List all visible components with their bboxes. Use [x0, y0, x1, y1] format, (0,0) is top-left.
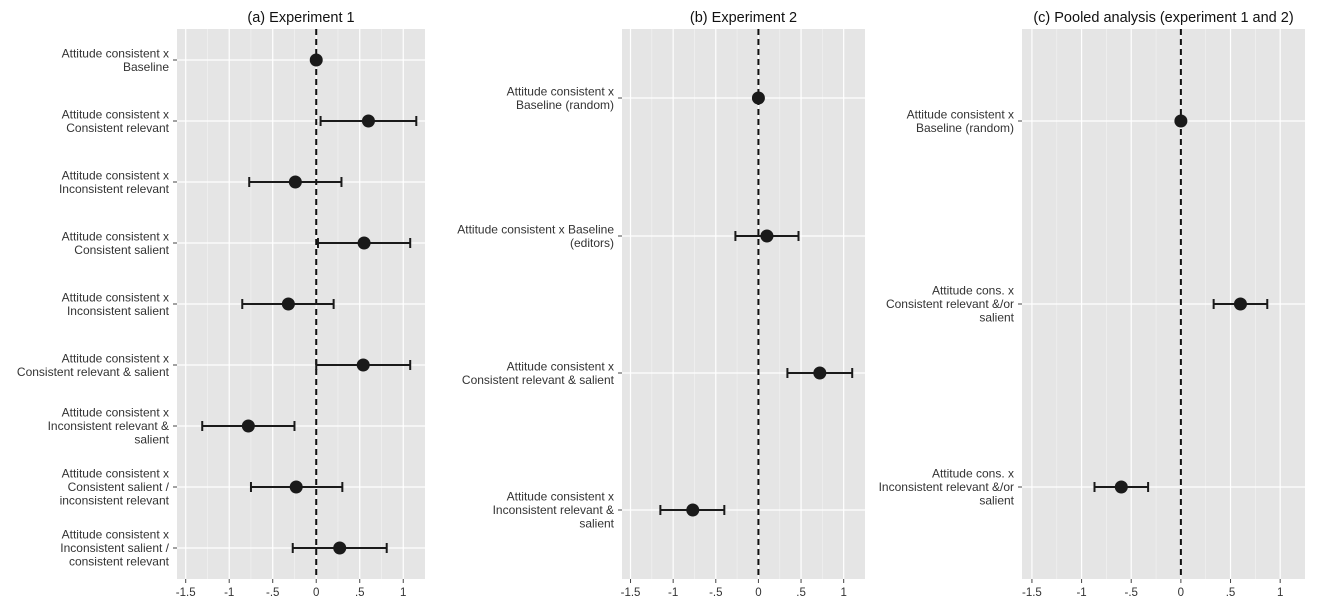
estimate-point: [289, 480, 303, 494]
category-label-line: Attitude consistent x: [507, 84, 614, 98]
category-label-line: Consistent relevant: [66, 121, 169, 135]
x-tick-label: -1.5: [621, 587, 641, 599]
estimate-point: [361, 114, 375, 128]
panel-title: (a) Experiment 1: [247, 10, 354, 26]
category-label-line: Attitude consistent x: [62, 351, 169, 365]
x-tick-label: -1: [668, 587, 678, 599]
category-label: Attitude consistent x Inconsistent releva…: [493, 490, 615, 531]
category-label: Attitude consistent x Inconsistent releva…: [48, 406, 170, 447]
estimate-point: [813, 366, 827, 380]
category-label: Attitude consistent x Inconsistent releva…: [59, 168, 170, 196]
x-tick-label: 0: [755, 587, 761, 599]
category-label-line: Inconsistent relevant &: [493, 503, 614, 517]
x-tick-label: 1: [840, 587, 846, 599]
category-label: Attitude cons. x Inconsistent relevant &/…: [879, 467, 1015, 508]
x-tick-label: -.5: [266, 587, 279, 599]
category-label-line: Attitude cons. x: [932, 467, 1014, 481]
category-label-line: Attitude consistent x: [62, 46, 169, 60]
category-label: Attitude consistent x Baseline: [62, 46, 170, 74]
category-label-line: Attitude consistent x: [62, 406, 169, 420]
x-tick-label: .5: [355, 587, 365, 599]
category-label-line: Inconsistent relevant &: [48, 419, 169, 433]
x-tick-label: 1: [400, 587, 406, 599]
estimate-point: [357, 236, 371, 250]
category-label-line: Attitude consistent x: [507, 490, 614, 504]
category-label-line: salient: [979, 494, 1014, 508]
category-label-line: Attitude consistent x: [62, 229, 169, 243]
category-label-line: Inconsistent salient /: [60, 541, 169, 555]
x-tick-label: 0: [313, 587, 319, 599]
category-label-line: consistent relevant: [69, 555, 170, 569]
estimate-point: [760, 229, 774, 243]
category-label: Attitude consistent x Consistent salient …: [60, 467, 170, 508]
x-tick-label: -1.5: [1022, 587, 1042, 599]
category-label-line: Attitude consistent x: [507, 359, 614, 373]
category-label: Attitude consistent x Baseline (editors): [457, 222, 614, 250]
estimate-point: [686, 503, 700, 517]
category-label: Attitude consistent x Baseline (random): [907, 107, 1014, 135]
category-label: Attitude consistent x Inconsistent salien…: [60, 528, 169, 569]
category-label: Attitude consistent x Consistent relevant: [62, 107, 170, 135]
category-label-line: Attitude consistent x: [62, 528, 169, 542]
category-label-line: Baseline (random): [916, 121, 1014, 135]
category-label-line: Attitude cons. x: [932, 284, 1014, 298]
category-label-line: salient: [979, 311, 1014, 325]
category-label: Attitude consistent x Baseline (random): [507, 84, 614, 112]
category-label: Attitude consistent x Consistent relevant…: [462, 359, 615, 387]
category-label-line: (editors): [570, 236, 614, 250]
category-label-line: Baseline (random): [516, 98, 614, 112]
category-label-line: Inconsistent relevant: [59, 182, 170, 196]
x-tick-label: .5: [1226, 587, 1236, 599]
estimate-point: [1233, 297, 1247, 311]
category-label-line: salient: [579, 517, 614, 531]
estimate-point: [281, 297, 295, 311]
panel-title: (b) Experiment 2: [690, 10, 797, 26]
category-label-line: Consistent relevant & salient: [462, 373, 615, 387]
x-tick-label: -.5: [1125, 587, 1138, 599]
category-label-line: Attitude consistent x: [62, 467, 169, 481]
category-label-line: Attitude consistent x: [62, 290, 169, 304]
category-label-line: salient: [134, 433, 169, 447]
estimate-point: [1114, 480, 1128, 494]
category-label-line: Inconsistent relevant &/or: [879, 480, 1014, 494]
plot-background: [622, 29, 865, 579]
category-label-line: Attitude consistent x Baseline: [457, 222, 614, 236]
category-label-line: Attitude consistent x: [62, 168, 169, 182]
estimate-point: [333, 541, 347, 555]
category-label: Attitude consistent x Consistent salient: [62, 229, 170, 257]
panel-title: (c) Pooled analysis (experiment 1 and 2): [1033, 10, 1293, 26]
category-label-line: Attitude consistent x: [907, 107, 1014, 121]
category-label-line: Consistent relevant &/or: [886, 297, 1014, 311]
category-label: Attitude consistent x Inconsistent salien…: [62, 290, 170, 318]
panel-3: (c) Pooled analysis (experiment 1 and 2)…: [879, 10, 1305, 599]
x-tick-label: .5: [796, 587, 806, 599]
panel-1: (a) Experiment 1 -1.5 -1 -.5 0 .5 1 Attitude co…: [17, 10, 425, 599]
x-tick-label: -1: [1076, 587, 1086, 599]
category-label: Attitude cons. x Consistent relevant &/or…: [886, 284, 1015, 325]
category-label-line: Consistent relevant & salient: [17, 365, 170, 379]
x-tick-label: 0: [1178, 587, 1184, 599]
category-label-line: inconsistent relevant: [60, 494, 170, 508]
x-tick-label: -1: [224, 587, 234, 599]
estimate-point: [1174, 114, 1188, 128]
panel-2: (b) Experiment 2 -1.5 -1 -.5 0 .5 1 Attitude co…: [457, 10, 865, 599]
category-label: Attitude consistent x Consistent relevant…: [17, 351, 170, 379]
x-tick-label: -1.5: [176, 587, 196, 599]
category-label-line: Inconsistent salient: [67, 304, 170, 318]
category-label-line: Attitude consistent x: [62, 107, 169, 121]
category-label-line: Consistent salient /: [68, 480, 170, 494]
estimate-point: [356, 358, 370, 372]
estimate-point: [309, 53, 323, 67]
estimate-point: [241, 419, 255, 433]
x-tick-label: 1: [1277, 587, 1283, 599]
estimate-point: [288, 175, 302, 189]
category-label-line: Consistent salient: [74, 243, 169, 257]
category-label-line: Baseline: [123, 60, 169, 74]
x-tick-label: -.5: [709, 587, 722, 599]
estimate-point: [751, 91, 765, 105]
